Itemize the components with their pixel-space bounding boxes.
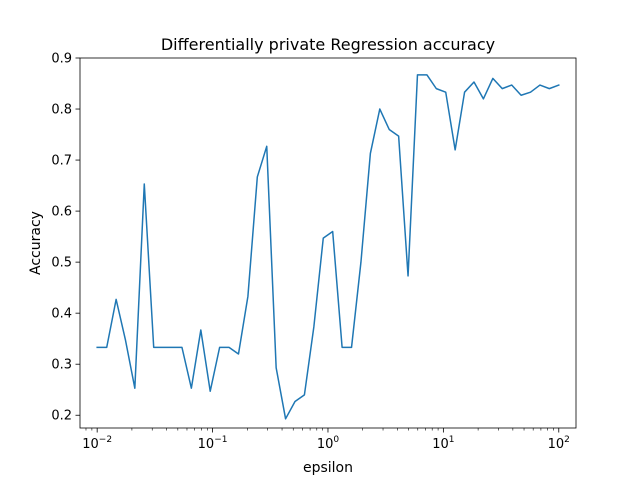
data-point bbox=[200, 329, 202, 331]
y-axis-label: Accuracy bbox=[28, 211, 44, 275]
data-point bbox=[304, 394, 306, 396]
data-point bbox=[275, 367, 277, 369]
data-point bbox=[370, 153, 372, 155]
y-tick-label: 0.5 bbox=[51, 256, 72, 271]
y-axis-ticks: 0.2 0.3 0.4 0.5 0.6 0.7 0.8 0.9 bbox=[51, 52, 80, 424]
data-point bbox=[115, 299, 117, 301]
data-point bbox=[96, 347, 98, 349]
plot-frame bbox=[79, 57, 577, 429]
data-point bbox=[257, 176, 259, 178]
y-tick-label: 0.2 bbox=[51, 409, 72, 424]
data-point bbox=[549, 88, 551, 90]
x-tick-label: 10−1 bbox=[198, 435, 228, 452]
data-point bbox=[360, 261, 362, 263]
x-axis-label: epsilon bbox=[303, 460, 353, 476]
data-point bbox=[407, 275, 409, 277]
data-point bbox=[426, 74, 428, 76]
data-point bbox=[228, 347, 230, 349]
data-point bbox=[162, 347, 164, 349]
data-point bbox=[181, 347, 183, 349]
x-tick-exponent: −1 bbox=[214, 435, 227, 445]
data-point bbox=[445, 91, 447, 93]
data-point bbox=[209, 390, 211, 392]
data-point bbox=[219, 347, 221, 349]
data-point bbox=[247, 296, 249, 298]
data-point bbox=[464, 91, 466, 93]
data-point bbox=[454, 149, 456, 151]
x-axis-ticks: 10−2 10−1 100 101 102 bbox=[82, 428, 570, 452]
x-tick-exponent: −2 bbox=[99, 435, 112, 445]
data-point bbox=[191, 387, 193, 389]
y-tick-label: 0.4 bbox=[51, 307, 72, 322]
y-tick-label: 0.6 bbox=[51, 205, 72, 220]
y-tick-label: 0.3 bbox=[51, 358, 72, 373]
data-point bbox=[294, 401, 296, 403]
x-tick-exponent: 2 bbox=[564, 435, 570, 445]
data-point bbox=[492, 78, 494, 80]
data-point bbox=[473, 81, 475, 83]
data-point bbox=[143, 183, 145, 185]
plot-area bbox=[80, 58, 576, 428]
data-point bbox=[322, 237, 324, 239]
x-tick-label: 102 bbox=[548, 435, 570, 452]
data-point bbox=[134, 387, 136, 389]
data-point bbox=[483, 98, 485, 100]
data-point bbox=[153, 347, 155, 349]
data-point bbox=[398, 135, 400, 137]
x-tick-label: 100 bbox=[317, 435, 340, 452]
data-point bbox=[558, 84, 560, 86]
data-point bbox=[106, 347, 108, 349]
data-point bbox=[172, 347, 174, 349]
data-point bbox=[313, 326, 315, 328]
data-point bbox=[125, 339, 127, 341]
chart-title: Differentially private Regression accura… bbox=[161, 35, 495, 54]
data-point bbox=[285, 418, 287, 420]
data-point bbox=[341, 347, 343, 349]
data-point bbox=[501, 88, 503, 90]
data-point bbox=[379, 108, 381, 110]
data-point bbox=[417, 74, 419, 76]
accuracy-series-line bbox=[96, 74, 560, 420]
data-point bbox=[351, 347, 353, 349]
x-tick-exponent: 1 bbox=[449, 435, 455, 445]
data-point bbox=[266, 145, 268, 147]
x-tick-label: 10−2 bbox=[82, 435, 112, 452]
x-tick-base: 10 bbox=[198, 437, 215, 452]
y-tick-label: 0.8 bbox=[51, 103, 72, 118]
x-tick-base: 10 bbox=[548, 437, 565, 452]
y-tick-label: 0.7 bbox=[51, 154, 72, 169]
data-point bbox=[332, 231, 334, 233]
data-point bbox=[539, 84, 541, 86]
data-point bbox=[238, 353, 240, 355]
data-point bbox=[388, 129, 390, 131]
x-tick-exponent: 0 bbox=[333, 435, 339, 445]
x-tick-base: 10 bbox=[82, 437, 99, 452]
data-point bbox=[436, 88, 438, 90]
data-point bbox=[520, 94, 522, 96]
y-tick-label: 0.9 bbox=[51, 52, 72, 67]
data-point bbox=[511, 84, 513, 86]
x-tick-base: 10 bbox=[432, 437, 449, 452]
x-tick-label: 101 bbox=[432, 435, 454, 452]
x-tick-base: 10 bbox=[317, 437, 334, 452]
data-point bbox=[530, 91, 532, 93]
